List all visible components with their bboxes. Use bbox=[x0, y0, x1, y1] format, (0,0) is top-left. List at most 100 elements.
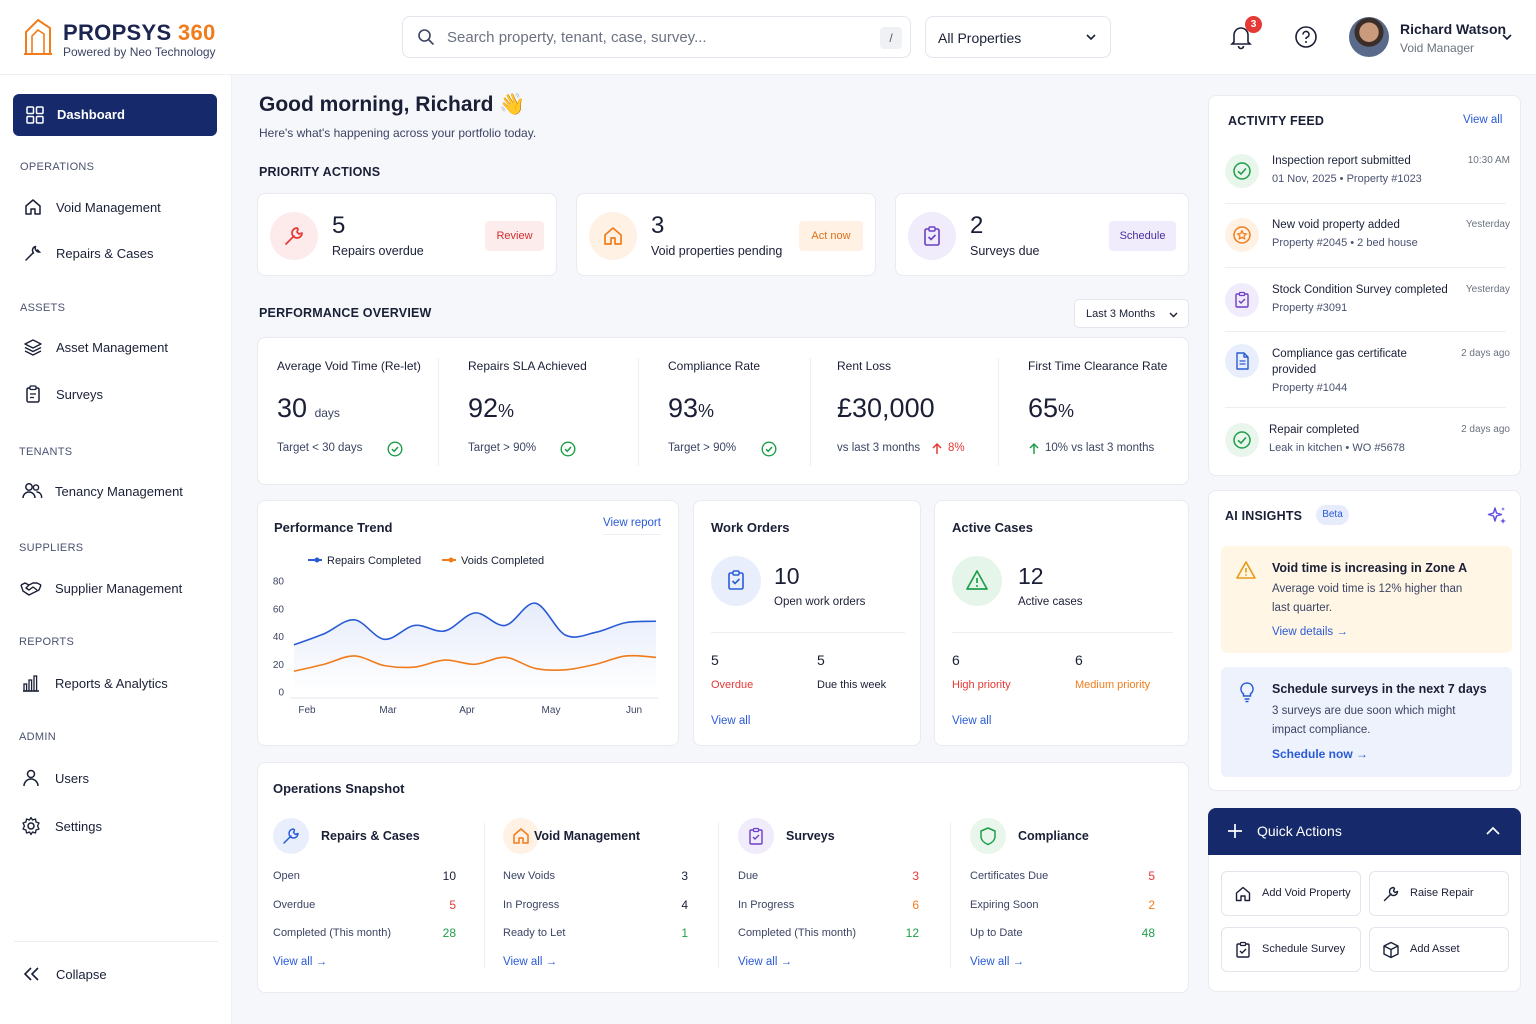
range-select[interactable]: Last 3 Months bbox=[1074, 299, 1189, 328]
series-area-repairs bbox=[294, 603, 656, 692]
snapshot-icon-bg bbox=[273, 818, 309, 854]
activity-divider bbox=[1225, 203, 1506, 204]
snapshot-icon-bg bbox=[738, 818, 774, 854]
chevron-up-icon[interactable] bbox=[1485, 825, 1501, 837]
arrow-up-icon bbox=[932, 442, 942, 454]
snapshot-row-value: 28 bbox=[442, 926, 456, 940]
insight-text: Average void time is 12% higher than las… bbox=[1272, 583, 1463, 614]
active-cases-card: Active Cases 12 Active cases 6 High prio… bbox=[934, 500, 1189, 746]
snapshot-view-all-link[interactable]: View all → bbox=[738, 956, 793, 968]
snapshot-view-all-link[interactable]: View all → bbox=[273, 956, 328, 968]
priority-card-repairs: 5 Repairs overdue Review bbox=[257, 193, 557, 276]
sidebar-item-supplier[interactable]: Supplier Management bbox=[20, 576, 220, 602]
activity-meta: Property #1044 bbox=[1272, 382, 1348, 394]
home-icon bbox=[604, 227, 622, 245]
sidebar-item-label: Supplier Management bbox=[55, 581, 183, 596]
work-orders-view-all-link[interactable]: View all bbox=[711, 715, 751, 727]
collapse-sidebar-button[interactable]: Collapse bbox=[20, 962, 220, 988]
kpi-divider bbox=[810, 358, 811, 466]
raise-repair-button[interactable]: Raise Repair bbox=[1369, 871, 1509, 916]
snapshot-title: Operations Snapshot bbox=[273, 781, 405, 796]
kpi-value: 92% bbox=[468, 393, 515, 423]
clipboard-icon bbox=[26, 385, 40, 403]
activity-item[interactable]: Inspection report submitted 01 Nov, 2025… bbox=[1225, 154, 1510, 204]
insight-title: Schedule surveys in the next 7 days bbox=[1272, 682, 1487, 696]
overdue-label: Overdue bbox=[711, 679, 754, 691]
snapshot-column-title: Repairs & Cases bbox=[321, 829, 420, 843]
search-bar[interactable]: Search property, tenant, case, survey...… bbox=[402, 16, 911, 58]
quick-actions-body: Add Void Property Raise Repair Schedule … bbox=[1208, 855, 1521, 992]
activity-item[interactable]: Repair completed Leak in kitchen • WO #5… bbox=[1225, 423, 1510, 473]
activity-view-all-link[interactable]: View all bbox=[1463, 114, 1503, 126]
sidebar-section-assets: ASSETS bbox=[20, 302, 66, 314]
x-tick-label: Feb bbox=[298, 705, 316, 716]
avatar[interactable] bbox=[1349, 17, 1389, 57]
handshake-icon bbox=[20, 582, 42, 596]
kpi-value: 30 days bbox=[277, 393, 340, 423]
activity-time: Yesterday bbox=[1465, 219, 1510, 230]
building-logo-icon bbox=[24, 18, 52, 55]
snapshot-view-all-link[interactable]: View all → bbox=[503, 956, 558, 968]
sidebar-item-users[interactable]: Users bbox=[20, 766, 220, 792]
snapshot-row-label: Completed (This month) bbox=[273, 927, 391, 939]
view-details-link[interactable]: View details → bbox=[1272, 626, 1348, 638]
priority-icon-bg bbox=[270, 212, 318, 260]
collapse-label: Collapse bbox=[56, 967, 107, 982]
check-circle-icon bbox=[761, 441, 777, 457]
review-button[interactable]: Review bbox=[485, 221, 544, 251]
search-input[interactable]: Search property, tenant, case, survey... bbox=[447, 29, 707, 46]
active-cases-view-all-link[interactable]: View all bbox=[952, 715, 992, 727]
sidebar-item-dashboard[interactable]: Dashboard bbox=[13, 94, 217, 136]
bell-icon[interactable] bbox=[1228, 24, 1254, 50]
add-asset-button[interactable]: Add Asset bbox=[1369, 927, 1509, 972]
quick-action-label: Add Asset bbox=[1410, 943, 1460, 955]
sidebar-item-tenancy[interactable]: Tenancy Management bbox=[20, 479, 220, 505]
sidebar-item-repairs[interactable]: Repairs & Cases bbox=[20, 241, 220, 267]
sidebar-item-settings[interactable]: Settings bbox=[20, 814, 220, 840]
range-select-value: Last 3 Months bbox=[1086, 308, 1156, 320]
divider bbox=[711, 632, 905, 633]
operations-snapshot-card: Operations Snapshot Repairs & Cases Open… bbox=[257, 762, 1189, 993]
activity-divider bbox=[1225, 331, 1506, 332]
snapshot-icon-bg bbox=[503, 818, 539, 854]
quick-action-label: Raise Repair bbox=[1410, 887, 1474, 899]
user-name[interactable]: Richard Watson bbox=[1400, 21, 1507, 37]
greeting-subtitle: Here's what's happening across your port… bbox=[259, 126, 537, 140]
kpi-label: Rent Loss bbox=[837, 359, 892, 373]
sidebar-divider bbox=[14, 941, 218, 942]
sidebar-item-asset-management[interactable]: Asset Management bbox=[20, 335, 220, 361]
user-role: Void Manager bbox=[1400, 41, 1475, 55]
add-void-property-button[interactable]: Add Void Property bbox=[1221, 871, 1361, 916]
schedule-button[interactable]: Schedule bbox=[1109, 221, 1176, 251]
snapshot-row-value: 1 bbox=[681, 926, 688, 940]
chevron-down-icon bbox=[1086, 34, 1096, 41]
schedule-now-link[interactable]: Schedule now → bbox=[1272, 747, 1369, 761]
help-icon[interactable] bbox=[1294, 25, 1318, 49]
property-filter-select[interactable]: All Properties bbox=[925, 16, 1111, 58]
sidebar-item-reports[interactable]: Reports & Analytics bbox=[20, 671, 220, 697]
sidebar-item-void-management[interactable]: Void Management bbox=[20, 195, 220, 221]
clipboard-check-icon bbox=[924, 226, 940, 246]
act-now-button[interactable]: Act now bbox=[799, 221, 863, 251]
schedule-survey-button[interactable]: Schedule Survey bbox=[1221, 927, 1361, 972]
activity-item[interactable]: New void property added Property #2045 •… bbox=[1225, 218, 1510, 268]
activity-item[interactable]: Compliance gas certificate provided Prop… bbox=[1225, 344, 1510, 397]
snapshot-view-all-link[interactable]: View all → bbox=[970, 956, 1025, 968]
snapshot-row-label: Ready to Let bbox=[503, 927, 566, 939]
view-report-link[interactable]: View report bbox=[603, 517, 661, 529]
kpi-note: Target < 30 days bbox=[277, 442, 363, 454]
legend-marker bbox=[448, 557, 454, 563]
greeting-title: Good morning, Richard 👋 bbox=[259, 93, 526, 116]
sidebar-section-admin: ADMIN bbox=[19, 731, 56, 743]
wrench-icon bbox=[285, 227, 303, 245]
work-orders-title: Work Orders bbox=[711, 520, 790, 535]
activity-item[interactable]: Stock Condition Survey completed Propert… bbox=[1225, 283, 1510, 333]
sidebar-item-surveys[interactable]: Surveys bbox=[20, 382, 220, 408]
quick-actions-header[interactable]: Quick Actions bbox=[1208, 808, 1521, 855]
brand-name: PROPSYS 360 bbox=[63, 20, 216, 45]
priority-value: 2 bbox=[970, 212, 984, 239]
legend-marker bbox=[314, 557, 320, 563]
chevron-down-icon[interactable] bbox=[1500, 30, 1514, 44]
snapshot-divider bbox=[484, 823, 485, 968]
legend-label: Repairs Completed bbox=[327, 555, 421, 567]
